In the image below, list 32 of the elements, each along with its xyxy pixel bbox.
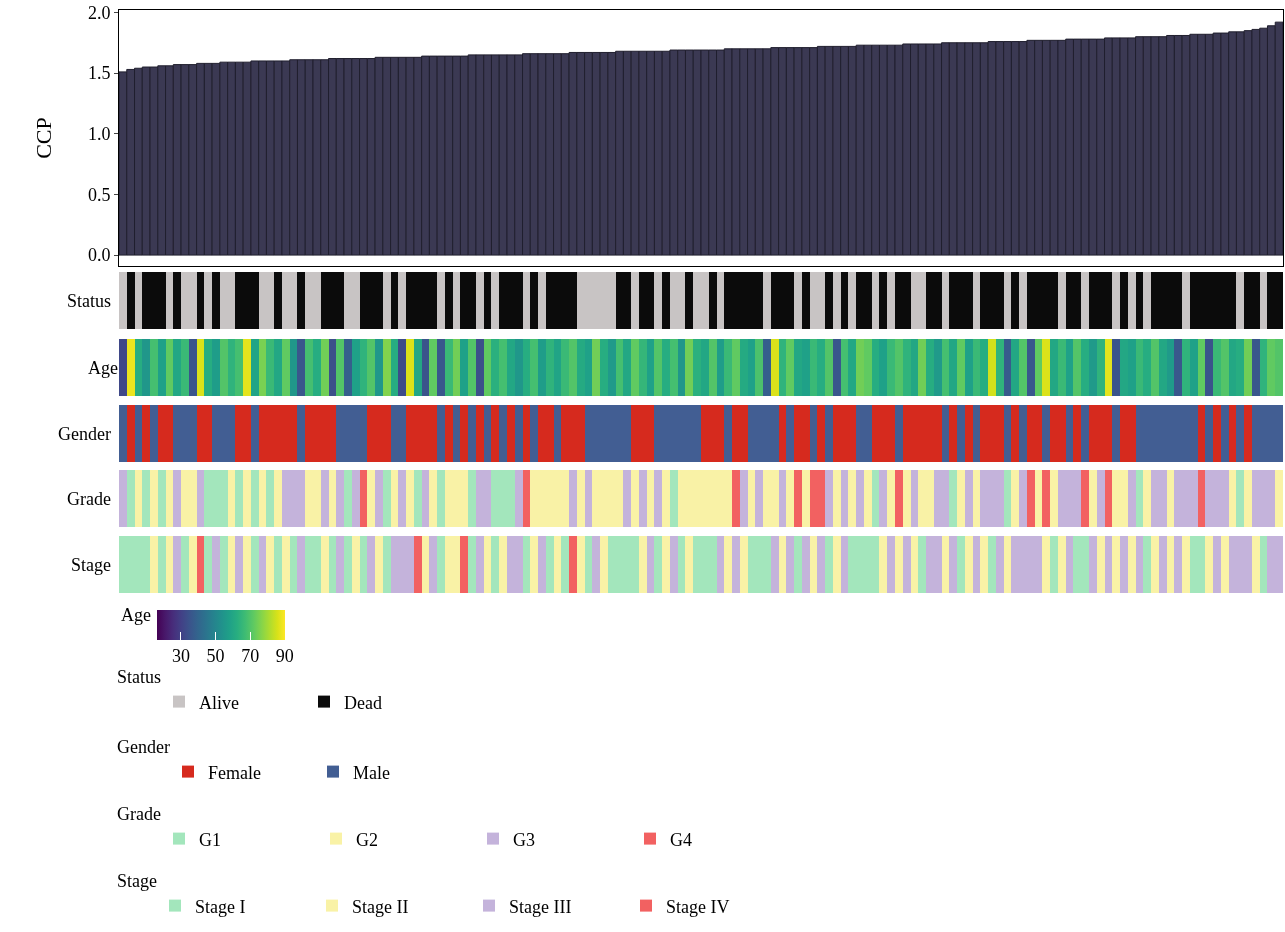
legend-title: Status (117, 667, 162, 688)
legend-label: G1 (198, 829, 221, 850)
y-tick-label: 1.5 (87, 63, 111, 84)
legend-label: G4 (669, 829, 692, 850)
legend-label: Dead (344, 692, 382, 713)
y-axis-title: Status (67, 291, 112, 311)
color-bar-title: Age (121, 605, 151, 625)
color-bar-label: 50 (206, 646, 225, 667)
y-tick-label: 0.0 (87, 245, 111, 266)
y-tick-label: Age (88, 357, 118, 378)
color-bar-label: 30 (171, 646, 190, 667)
y-tick-label: 2.0 (87, 2, 111, 23)
y-tick-label: 1.0 (87, 124, 111, 145)
legend-label: Stage I (195, 896, 246, 917)
y-axis-title: Grade (67, 489, 111, 509)
legend-label: Stage IV (666, 896, 730, 917)
legend-label: Alive (199, 692, 240, 713)
legend-title: Grade (117, 804, 161, 825)
legend-title: Stage (117, 871, 157, 892)
legend-label: Stage III (509, 896, 572, 917)
legend-label: Stage II (352, 896, 409, 917)
y-tick-label: 0.5 (87, 184, 111, 205)
color-bar-label: 90 (275, 646, 294, 667)
legend-title: Gender (117, 737, 170, 758)
legend-label: Male (352, 762, 390, 783)
color-bar-label: 70 (241, 646, 260, 667)
legend-label: Female (207, 762, 261, 783)
legend-label: G2 (355, 829, 378, 850)
y-axis-title: CCP (30, 117, 56, 159)
y-axis-title: Stage (71, 555, 111, 575)
legend-label: G3 (512, 829, 535, 850)
y-axis-title: Gender (58, 424, 111, 444)
